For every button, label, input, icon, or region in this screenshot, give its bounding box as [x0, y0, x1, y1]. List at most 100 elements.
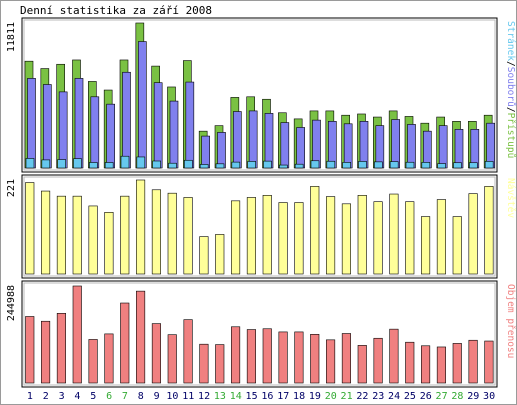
x-tick-label-day-19: 19	[309, 391, 321, 402]
y-max-label: 11811	[6, 22, 17, 52]
bar-kbytes-day-2	[41, 320, 51, 384]
bar-kbytes-day-26	[421, 345, 431, 384]
x-tick-label-day-14: 14	[230, 391, 242, 402]
bar-kbytes-day-4	[72, 285, 82, 384]
bar-pages-day-3	[57, 159, 66, 169]
bar-visits-day-21	[341, 203, 351, 275]
x-tick-label-day-28: 28	[451, 391, 463, 402]
x-tick-label-day-3: 3	[59, 391, 65, 402]
bar-pages-day-5	[89, 162, 98, 169]
panel-inner-frame	[23, 282, 496, 386]
bar-pages-day-18	[294, 163, 304, 169]
bar-kbytes-day-11	[183, 319, 193, 384]
bar-pages-day-19	[310, 160, 320, 169]
bar-kbytes-day-1	[25, 316, 35, 384]
bar-files-day-8	[138, 41, 147, 169]
bar-pages-day-24	[389, 161, 399, 169]
bar-pages-day-6	[104, 162, 114, 169]
x-tick-label-day-16: 16	[261, 391, 273, 402]
legend-item: Objem přenosu	[505, 284, 516, 358]
bar-files-day-15	[248, 110, 258, 169]
bar-visits-day-29	[468, 193, 478, 275]
bar-files-day-29	[470, 129, 480, 169]
bar-files-day-10	[169, 100, 179, 169]
bar-visits-day-25	[405, 201, 415, 275]
bar-visits-day-2	[41, 190, 51, 275]
bar-files-day-25	[407, 124, 416, 169]
x-tick-label-day-21: 21	[341, 391, 353, 402]
bar-pages-day-28	[453, 162, 462, 169]
x-tick-label-day-24: 24	[388, 391, 400, 402]
bar-pages-day-21	[342, 162, 351, 169]
bar-pages-day-27	[437, 163, 446, 169]
bar-visits-day-7	[120, 195, 130, 275]
bar-files-day-13	[217, 132, 226, 169]
bar-kbytes-day-19	[310, 333, 320, 384]
bar-visits-day-16	[262, 195, 272, 275]
bar-pages-day-7	[120, 155, 130, 169]
bar-kbytes-day-27	[436, 346, 446, 384]
bar-kbytes-day-18	[294, 331, 304, 384]
bar-files-day-16	[264, 113, 274, 169]
bar-kbytes-day-20	[326, 339, 336, 384]
bar-pages-day-12	[199, 164, 209, 169]
bar-files-day-3	[58, 91, 68, 169]
bar-kbytes-day-22	[357, 345, 367, 384]
bar-kbytes-day-12	[199, 343, 209, 384]
bar-visits-day-20	[326, 196, 336, 275]
panel-inner-frame	[23, 19, 496, 171]
bar-files-day-27	[438, 125, 448, 169]
bar-kbytes-day-15	[246, 329, 256, 384]
bar-visits-day-14	[231, 200, 241, 275]
y-max-label: 244988	[6, 285, 17, 321]
bar-files-day-24	[391, 119, 400, 169]
bar-visits-day-8	[136, 179, 146, 275]
bar-visits-day-23	[373, 201, 383, 275]
bar-pages-day-16	[263, 160, 272, 169]
x-tick-label-day-5: 5	[90, 391, 96, 402]
bar-visits-day-26	[421, 216, 431, 275]
bar-files-day-6	[106, 103, 115, 169]
bar-pages-day-13	[215, 163, 225, 169]
bar-pages-day-2	[41, 159, 51, 169]
bar-visits-day-10	[167, 192, 177, 275]
bar-kbytes-day-8	[136, 290, 146, 384]
bar-pages-day-15	[247, 161, 256, 169]
bar-pages-day-30	[484, 161, 494, 169]
bar-files-day-22	[359, 121, 369, 169]
bar-kbytes-day-17	[278, 331, 288, 384]
x-tick-label-day-1: 1	[27, 391, 33, 402]
bar-kbytes-day-5	[88, 339, 98, 384]
panel-3: 244988 Objem přenosu	[6, 280, 516, 388]
x-tick-label-day-27: 27	[436, 391, 448, 402]
legend-2: Návštěv	[505, 178, 516, 218]
legend-separator: /	[505, 107, 516, 113]
legend-item: Přístupů	[505, 113, 516, 159]
bar-files-day-2	[43, 84, 52, 169]
x-tick-label-day-17: 17	[277, 391, 289, 402]
bar-kbytes-day-7	[120, 302, 130, 384]
bar-visits-day-11	[183, 197, 193, 275]
bar-pages-day-26	[421, 162, 431, 169]
bar-visits-day-28	[452, 216, 462, 275]
x-axis-day-labels: 1 2 3 4 5 6 7 8 9 10 11 12 13 14 15 16 17 18 19 20 21 22 23 24 2…	[27, 391, 495, 402]
bar-visits-day-12	[199, 236, 209, 275]
x-tick-label-day-25: 25	[404, 391, 416, 402]
bar-kbytes-day-13	[215, 344, 225, 384]
x-tick-label-day-29: 29	[467, 391, 479, 402]
bar-files-day-9	[153, 82, 163, 169]
panel-inner-frame	[23, 176, 496, 277]
bar-pages-day-9	[152, 160, 161, 169]
bar-visits-day-5	[88, 205, 98, 275]
y-max-label: 221	[6, 179, 17, 197]
bar-visits-day-3	[56, 195, 66, 275]
x-tick-label-day-7: 7	[122, 391, 128, 402]
x-tick-label-day-4: 4	[74, 391, 80, 402]
bar-visits-day-4	[72, 195, 82, 275]
bar-kbytes-day-21	[341, 333, 351, 384]
panel-frame	[21, 174, 498, 279]
bar-files-day-12	[201, 135, 210, 169]
x-tick-label-day-18: 18	[293, 391, 305, 402]
bar-kbytes-day-30	[484, 340, 494, 384]
